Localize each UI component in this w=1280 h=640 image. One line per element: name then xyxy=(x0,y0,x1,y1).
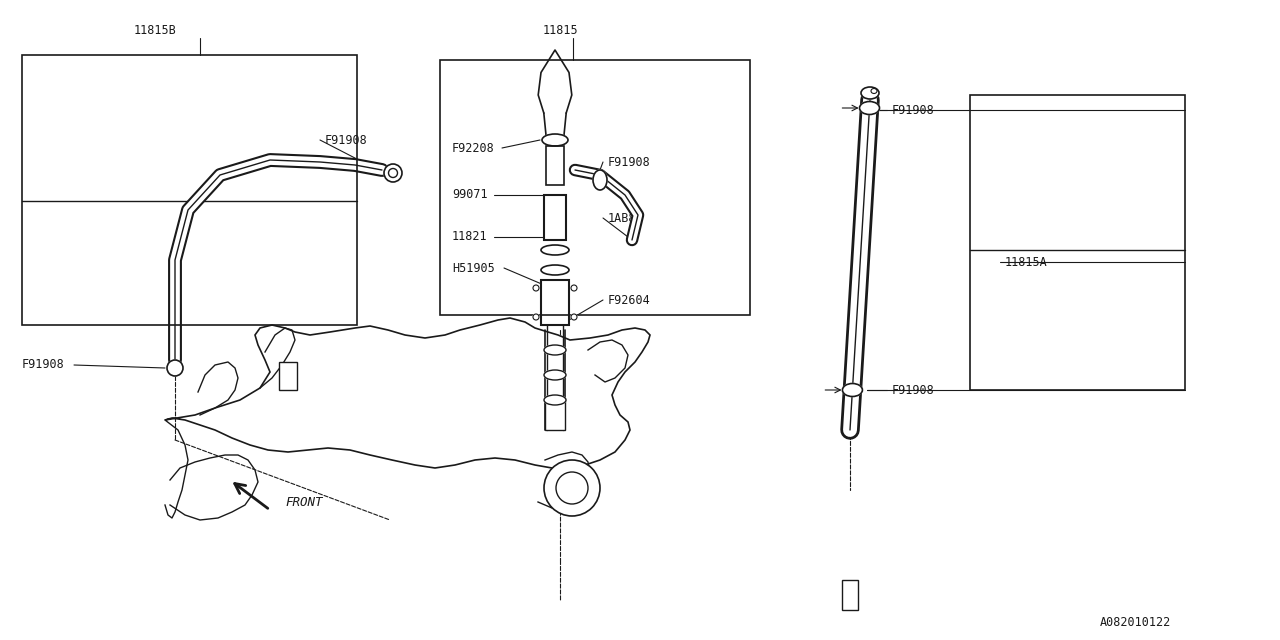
Text: F91908: F91908 xyxy=(325,134,367,147)
Circle shape xyxy=(544,460,600,516)
Text: F92208: F92208 xyxy=(452,141,495,154)
Ellipse shape xyxy=(544,395,566,405)
Circle shape xyxy=(571,314,577,320)
Ellipse shape xyxy=(544,370,566,380)
Circle shape xyxy=(166,360,183,376)
Text: 11821: 11821 xyxy=(452,230,488,243)
Bar xyxy=(279,362,297,390)
Ellipse shape xyxy=(541,134,568,146)
Bar xyxy=(842,580,858,610)
Text: 1AB82: 1AB82 xyxy=(608,211,644,225)
Text: FRONT: FRONT xyxy=(285,495,323,509)
Text: H51905: H51905 xyxy=(452,262,495,275)
Circle shape xyxy=(571,285,577,291)
Bar xyxy=(970,95,1185,390)
Text: F91908: F91908 xyxy=(22,358,65,371)
Bar xyxy=(541,280,570,325)
Text: A082010122: A082010122 xyxy=(1100,616,1171,628)
Text: 99071: 99071 xyxy=(452,189,488,202)
Text: 11815B: 11815B xyxy=(133,24,177,36)
Ellipse shape xyxy=(541,265,570,275)
Ellipse shape xyxy=(861,87,879,99)
Text: 11815A: 11815A xyxy=(1005,255,1048,269)
Circle shape xyxy=(532,314,539,320)
Ellipse shape xyxy=(541,245,570,255)
Text: 11815: 11815 xyxy=(543,24,577,36)
Bar xyxy=(440,60,750,315)
Ellipse shape xyxy=(544,345,566,355)
Bar xyxy=(544,195,566,240)
Polygon shape xyxy=(165,318,650,468)
Text: F92604: F92604 xyxy=(608,294,650,307)
Ellipse shape xyxy=(593,170,607,190)
Circle shape xyxy=(384,164,402,182)
Ellipse shape xyxy=(842,383,863,397)
Text: F91908: F91908 xyxy=(892,104,934,116)
Circle shape xyxy=(532,285,539,291)
Text: F91908: F91908 xyxy=(608,156,650,168)
Bar xyxy=(22,55,357,325)
Bar xyxy=(547,146,564,185)
Bar xyxy=(545,398,564,430)
Text: F91908: F91908 xyxy=(892,383,934,397)
Ellipse shape xyxy=(859,102,879,115)
